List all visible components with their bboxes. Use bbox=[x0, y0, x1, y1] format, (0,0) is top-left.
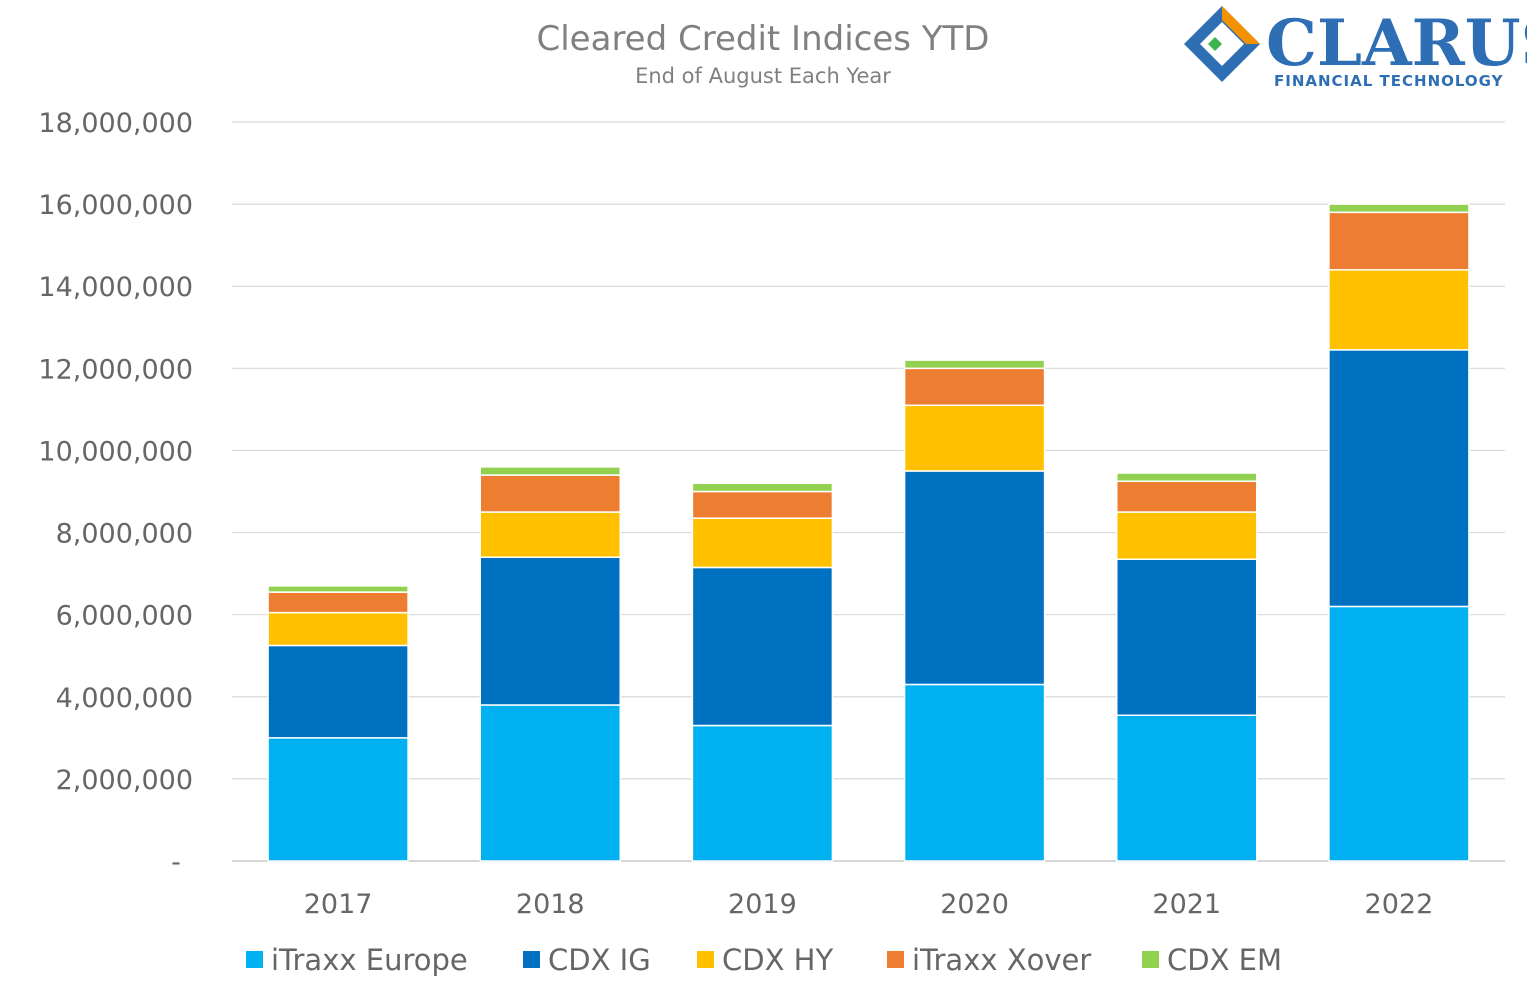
legend-swatch bbox=[697, 951, 714, 968]
gridlines bbox=[232, 121, 1505, 862]
x-tick-label: 2019 bbox=[728, 889, 797, 920]
legend-swatch bbox=[246, 951, 263, 968]
bar-segment bbox=[1328, 605, 1470, 862]
y-tick-label: 18,000,000 bbox=[38, 108, 193, 139]
bar-segment bbox=[1116, 511, 1258, 560]
bar-segment bbox=[691, 482, 834, 493]
legend-label: iTraxx Europe bbox=[271, 943, 468, 977]
y-tick-label: 2,000,000 bbox=[56, 765, 193, 796]
bar-segment bbox=[1328, 203, 1470, 214]
y-tick-label: 10,000,000 bbox=[38, 436, 193, 467]
bar-segment bbox=[1116, 714, 1258, 862]
bar-segment bbox=[1328, 211, 1470, 271]
legend-swatch bbox=[523, 951, 540, 968]
bar-segment bbox=[691, 566, 834, 727]
bar-segment bbox=[267, 644, 409, 739]
bar-segment bbox=[479, 556, 621, 706]
y-axis: - 2,000,000 4,000,000 6,000,000 8,000,000 10,… bbox=[38, 108, 193, 878]
legend-label: CDX IG bbox=[548, 943, 651, 977]
bars bbox=[267, 203, 1470, 862]
bar-segment bbox=[903, 683, 1046, 862]
bar-segment bbox=[479, 474, 621, 513]
legend-label: iTraxx Xover bbox=[912, 943, 1091, 977]
x-tick-label: 2020 bbox=[940, 889, 1009, 920]
legend: iTraxx Europe CDX IG CDX HY iTraxx Xover CDX… bbox=[246, 943, 1282, 977]
bar-segment bbox=[903, 470, 1046, 686]
y-tick-label: 4,000,000 bbox=[56, 683, 193, 714]
logo-tagline: FINANCIAL TECHNOLOGY bbox=[1274, 72, 1504, 90]
bar-segment bbox=[1116, 472, 1258, 482]
bar-segment bbox=[267, 737, 409, 862]
legend-label: CDX EM bbox=[1167, 943, 1282, 977]
logo-wordmark: CLARUS bbox=[1266, 6, 1527, 81]
bar-segment bbox=[691, 490, 834, 519]
y-tick-label: 6,000,000 bbox=[56, 601, 193, 632]
bar-segment bbox=[1116, 480, 1258, 513]
y-tick-label: 12,000,000 bbox=[38, 354, 193, 385]
y-tick-label: 8,000,000 bbox=[56, 519, 193, 550]
bar-segment bbox=[903, 367, 1046, 407]
y-tick-label: - bbox=[171, 847, 181, 878]
x-tick-label: 2017 bbox=[304, 889, 373, 920]
y-tick-label: 16,000,000 bbox=[38, 190, 193, 221]
chart-title: Cleared Credit Indices YTD bbox=[537, 19, 990, 59]
legend-swatch bbox=[887, 951, 904, 968]
bar-segment bbox=[1328, 349, 1470, 608]
bar-segment bbox=[691, 517, 834, 569]
chart-subtitle: End of August Each Year bbox=[635, 64, 891, 88]
bar-segment bbox=[903, 359, 1046, 370]
bar-segment bbox=[267, 591, 409, 614]
bar-segment bbox=[479, 704, 621, 862]
legend-swatch bbox=[1142, 951, 1159, 968]
bar-segment bbox=[267, 585, 409, 593]
bar-segment bbox=[903, 404, 1046, 472]
bar-segment bbox=[479, 466, 621, 476]
x-tick-label: 2018 bbox=[516, 889, 585, 920]
clarus-logo: CLARUS FINANCIAL TECHNOLOGY bbox=[1184, 6, 1527, 90]
y-tick-label: 14,000,000 bbox=[38, 272, 193, 303]
legend-label: CDX HY bbox=[722, 943, 833, 977]
clarus-diamond-logo-icon bbox=[1184, 6, 1260, 82]
x-axis: 2017 2018 2019 2020 2021 2022 bbox=[304, 889, 1434, 920]
bar-segment bbox=[267, 611, 409, 647]
bar-segment bbox=[1116, 558, 1258, 717]
x-tick-label: 2022 bbox=[1365, 889, 1434, 920]
bar-segment bbox=[1328, 269, 1470, 351]
bar-segment bbox=[691, 724, 834, 862]
x-tick-label: 2021 bbox=[1152, 889, 1221, 920]
bar-segment bbox=[479, 511, 621, 558]
